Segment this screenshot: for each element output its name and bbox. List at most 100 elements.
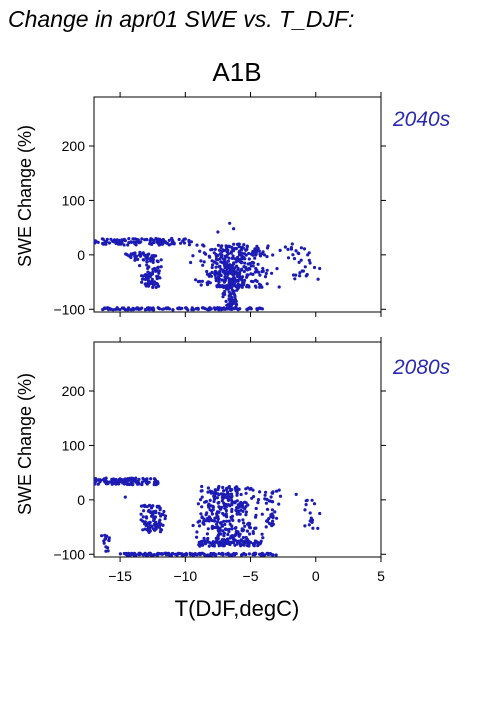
data-point xyxy=(224,299,228,303)
x-tick-label: 5 xyxy=(377,568,385,584)
data-point xyxy=(217,248,222,252)
data-point xyxy=(125,253,129,257)
data-point xyxy=(156,551,160,556)
data-point xyxy=(312,502,317,506)
data-point xyxy=(231,301,236,306)
data-point xyxy=(223,506,227,510)
data-point xyxy=(219,507,223,511)
data-point xyxy=(216,243,220,247)
data-point xyxy=(265,268,269,272)
data-point xyxy=(142,509,146,513)
data-point xyxy=(107,241,112,245)
data-point xyxy=(217,280,221,284)
data-point xyxy=(101,307,105,311)
data-point xyxy=(258,252,262,256)
data-point xyxy=(229,265,233,269)
data-point xyxy=(94,477,98,481)
data-point xyxy=(145,528,149,532)
data-point xyxy=(256,501,260,505)
data-point xyxy=(148,529,152,533)
data-point xyxy=(232,242,236,246)
data-point xyxy=(197,524,202,528)
data-point xyxy=(137,482,141,486)
data-point xyxy=(221,248,225,252)
data-point xyxy=(217,543,222,548)
data-point xyxy=(234,302,238,306)
data-point xyxy=(221,269,225,273)
data-point xyxy=(198,249,202,253)
data-point xyxy=(182,241,187,245)
data-point xyxy=(152,483,156,487)
data-point xyxy=(149,237,153,241)
data-point xyxy=(226,539,230,543)
data-point xyxy=(226,486,230,490)
panel-label-2080s: 2080s xyxy=(392,356,451,379)
data-point xyxy=(271,253,275,257)
data-point xyxy=(254,526,258,530)
data-point xyxy=(241,257,245,261)
data-point xyxy=(234,279,238,283)
data-point xyxy=(303,265,307,269)
data-point xyxy=(170,236,174,241)
data-point xyxy=(299,246,303,250)
data-point xyxy=(254,266,258,271)
data-point xyxy=(277,502,281,506)
data-point xyxy=(140,237,144,241)
data-point xyxy=(144,273,148,277)
data-point xyxy=(244,265,248,269)
data-point xyxy=(146,273,150,277)
data-point xyxy=(263,275,268,279)
data-point xyxy=(200,489,204,493)
data-point xyxy=(236,258,240,262)
data-point xyxy=(195,243,199,247)
data-point xyxy=(234,529,239,533)
data-point xyxy=(283,245,287,249)
data-point xyxy=(245,244,249,248)
data-point xyxy=(216,258,220,262)
data-point xyxy=(271,519,275,523)
data-point xyxy=(185,552,189,557)
data-point xyxy=(247,257,251,261)
data-point xyxy=(206,527,210,531)
data-point xyxy=(139,512,143,516)
data-point xyxy=(265,551,269,556)
data-point xyxy=(202,536,206,541)
data-point xyxy=(136,257,140,261)
data-point xyxy=(137,241,141,245)
data-point xyxy=(258,552,262,556)
panel-2080s: −100 0 100 200 −15 −10 −5 0 5 xyxy=(53,337,386,584)
data-point xyxy=(153,266,157,271)
data-point xyxy=(254,506,258,511)
data-point xyxy=(250,496,254,500)
data-point xyxy=(227,519,231,523)
data-point xyxy=(214,252,218,257)
data-point xyxy=(213,270,218,274)
x-tick-label: 0 xyxy=(312,568,320,584)
y-tick-label: 0 xyxy=(77,492,85,508)
data-point xyxy=(237,273,241,277)
data-point xyxy=(231,283,235,287)
data-point xyxy=(260,551,264,556)
data-point xyxy=(219,245,223,250)
data-point xyxy=(139,252,143,256)
data-point xyxy=(225,519,229,523)
data-point xyxy=(228,303,232,308)
x-tick-label: −15 xyxy=(108,568,132,584)
data-point xyxy=(109,307,113,311)
data-point xyxy=(229,285,233,289)
data-point xyxy=(189,260,193,265)
scatter-points xyxy=(93,221,322,312)
data-point xyxy=(180,552,184,556)
data-point xyxy=(96,240,100,244)
data-point xyxy=(123,552,128,556)
data-point xyxy=(228,280,232,284)
data-point xyxy=(117,238,121,242)
data-point xyxy=(205,517,210,521)
data-point xyxy=(230,524,234,528)
data-point xyxy=(206,503,211,507)
data-point xyxy=(229,498,234,502)
data-point xyxy=(215,285,219,289)
data-point xyxy=(161,513,165,517)
data-point xyxy=(102,478,106,482)
data-point xyxy=(141,519,145,523)
